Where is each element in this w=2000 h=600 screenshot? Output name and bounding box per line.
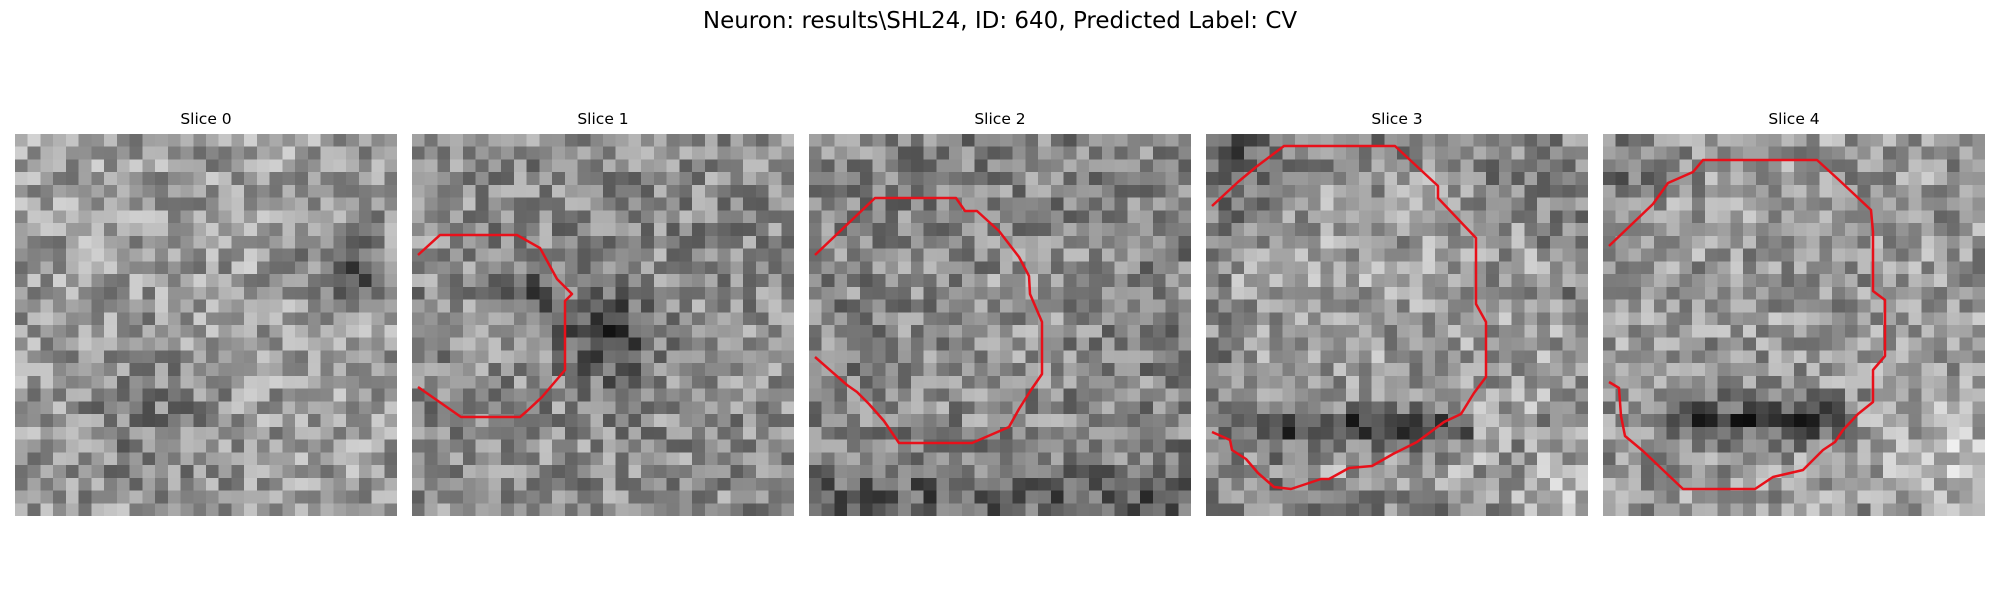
slice-image xyxy=(15,134,397,516)
roi-contour xyxy=(417,233,574,419)
roi-contour xyxy=(814,196,1044,445)
slice-title: Slice 3 xyxy=(1371,110,1423,128)
roi-contour xyxy=(1211,144,1488,491)
slice-panel-2: Slice 2 xyxy=(809,110,1191,516)
slice-panel-3: Slice 3 xyxy=(1206,110,1588,516)
slice-panel-1: Slice 1 xyxy=(412,110,794,516)
slice-panel-0: Slice 0 xyxy=(15,110,397,516)
figure-title: Neuron: results\SHL24, ID: 640, Predicte… xyxy=(702,8,1298,34)
slice-title: Slice 2 xyxy=(974,110,1026,128)
roi-contour xyxy=(1608,158,1887,491)
slice-panel-4: Slice 4 xyxy=(1603,110,1985,516)
slice-title: Slice 1 xyxy=(577,110,629,128)
slice-image xyxy=(412,134,794,516)
slice-title: Slice 0 xyxy=(180,110,232,128)
slice-image xyxy=(809,134,1191,516)
slice-title: Slice 4 xyxy=(1768,110,1820,128)
slice-image xyxy=(1603,134,1985,516)
